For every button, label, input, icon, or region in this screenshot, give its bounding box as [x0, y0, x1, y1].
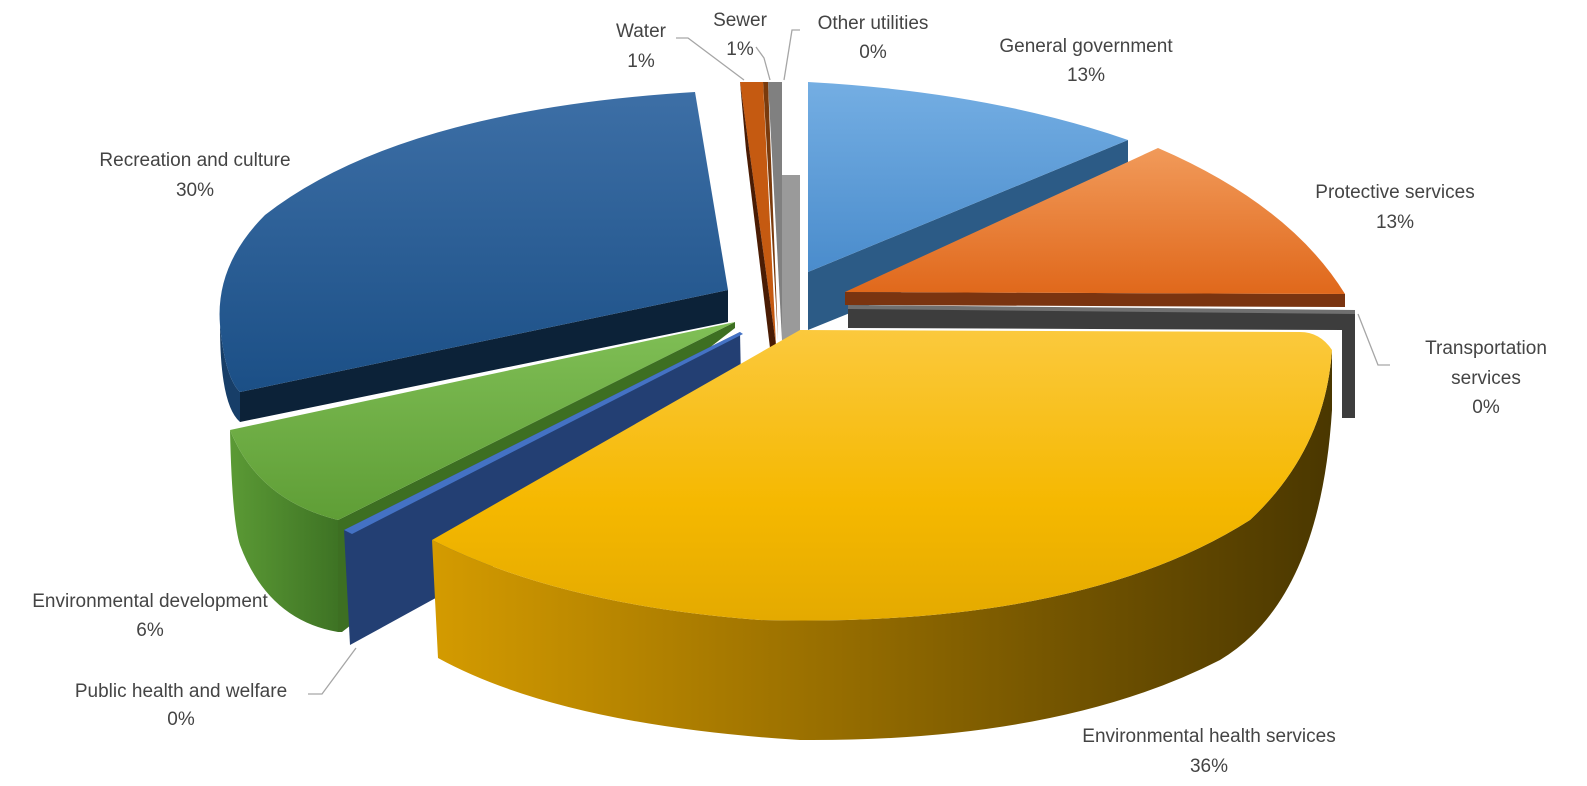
pct-general-government: 13%	[1067, 65, 1105, 86]
label-other-utilities: Other utilities	[818, 13, 929, 34]
pct-protective-services: 13%	[1376, 212, 1414, 233]
label-transportation-line2: services	[1451, 368, 1521, 389]
slice-recreation-and-culture	[219, 92, 728, 422]
pct-environmental-development: 6%	[136, 620, 164, 641]
label-recreation-and-culture: Recreation and culture	[99, 150, 290, 171]
leader-public-health	[308, 647, 357, 695]
leader-sewer	[755, 46, 771, 81]
pct-environmental-health-services: 36%	[1190, 756, 1228, 777]
label-water: Water	[616, 21, 667, 42]
data-labels: General government 13% Protective servic…	[32, 10, 1547, 777]
slice-transportation-services	[848, 305, 1355, 418]
pct-recreation-and-culture: 30%	[176, 180, 214, 201]
pct-water: 1%	[627, 51, 655, 72]
pct-sewer: 1%	[726, 39, 754, 60]
leader-water	[676, 37, 745, 81]
slice-water	[740, 82, 776, 348]
label-protective-services: Protective services	[1315, 182, 1474, 203]
pct-transportation-services: 0%	[1472, 397, 1500, 418]
pct-public-health-and-welfare: 0%	[167, 709, 195, 730]
label-environmental-health-services: Environmental health services	[1082, 726, 1335, 747]
slice-sewer	[763, 82, 778, 340]
leader-lines	[308, 29, 1390, 695]
label-sewer: Sewer	[713, 10, 768, 31]
leader-transportation	[1357, 313, 1390, 366]
slice-environmental-health-services	[432, 330, 1332, 741]
slice-protective-services	[845, 148, 1345, 307]
pct-other-utilities: 0%	[859, 42, 887, 63]
label-transportation-line1: Transportation	[1425, 338, 1547, 359]
slice-other-utilities	[768, 82, 800, 342]
label-general-government: General government	[999, 36, 1173, 57]
label-public-health-and-welfare: Public health and welfare	[75, 681, 287, 702]
leader-other-utilities	[783, 29, 800, 81]
label-environmental-development: Environmental development	[32, 591, 268, 612]
